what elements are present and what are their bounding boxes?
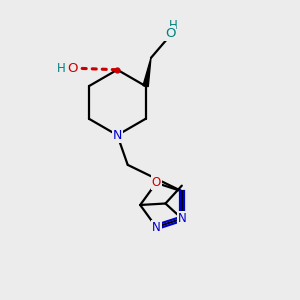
Text: N: N (178, 212, 187, 225)
Text: N: N (152, 220, 161, 233)
Text: O: O (152, 176, 161, 189)
Polygon shape (143, 58, 151, 87)
Text: O: O (68, 62, 78, 75)
Text: N: N (112, 129, 122, 142)
Text: H: H (169, 19, 178, 32)
Text: H: H (56, 62, 65, 75)
Text: O: O (165, 27, 175, 40)
